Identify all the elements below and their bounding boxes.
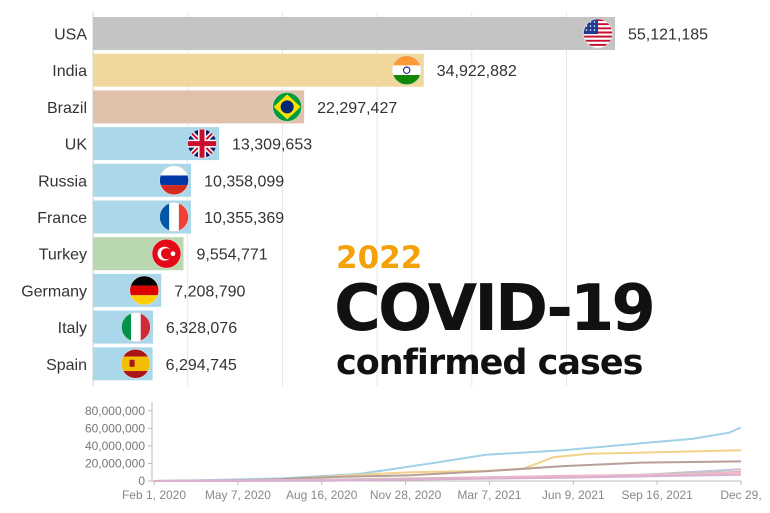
category-label: Germany	[21, 283, 87, 300]
bar-brazil	[93, 90, 305, 124]
uk-flag-icon	[187, 128, 217, 159]
value-label: 9,554,771	[196, 247, 267, 264]
value-label: 6,294,745	[166, 357, 237, 374]
y-tick-label: 60,000,000	[85, 421, 145, 435]
us-flag-icon	[583, 18, 613, 49]
category-label: Italy	[58, 320, 87, 337]
bar-india	[93, 53, 424, 87]
line-chart: 80,000,000 60,000,000 40,000,000 20,000,000…	[85, 402, 762, 502]
x-tick-label: Sep 16, 2021	[621, 488, 693, 502]
y-tick-label: 40,000,000	[85, 439, 145, 453]
y-tick-label: 0	[138, 474, 145, 488]
value-label: 7,208,790	[174, 283, 245, 300]
category-label: Turkey	[39, 247, 87, 264]
bar-usa	[93, 17, 615, 50]
category-label: Spain	[46, 357, 87, 374]
value-label: 34,922,882	[437, 63, 517, 80]
value-label: 6,328,076	[166, 320, 237, 337]
series-line-7	[153, 473, 742, 482]
category-label: UK	[65, 137, 88, 154]
value-label: 22,297,427	[317, 100, 397, 117]
x-tick-label: May 7, 2020	[205, 488, 271, 502]
category-label: Russia	[38, 173, 87, 190]
brazil-flag-icon	[272, 92, 302, 122]
x-tick-label: Dec 29,	[720, 488, 761, 502]
germany-flag-icon	[129, 275, 160, 306]
year-label: 2022	[336, 240, 423, 276]
x-tick-label: Mar 7, 2021	[457, 488, 521, 502]
india-flag-icon	[391, 55, 422, 85]
x-tick-label: Feb 1, 2020	[122, 488, 186, 502]
value-label: 10,358,099	[204, 173, 284, 190]
russia-flag-icon	[159, 165, 189, 196]
france-flag-icon	[159, 202, 189, 232]
value-label: 10,355,369	[204, 210, 284, 227]
turkey-flag-icon	[151, 238, 182, 269]
value-label: 13,309,653	[232, 137, 312, 154]
x-tick-label: Nov 28, 2020	[370, 488, 442, 502]
italy-flag-icon	[121, 312, 151, 342]
category-label: India	[52, 63, 87, 80]
spain-flag-icon	[120, 348, 151, 379]
y-tick-label: 80,000,000	[85, 404, 145, 418]
bar-chart: USA 55,121,185 India 34,922,882 Brazil 22,297…	[21, 12, 708, 386]
headline-subtitle: confirmed cases	[336, 343, 643, 383]
value-label: 55,121,185	[628, 27, 708, 44]
category-label: France	[37, 210, 87, 227]
x-tick-label: Jun 9, 2021	[542, 488, 605, 502]
category-label: USA	[54, 27, 87, 44]
y-tick-label: 20,000,000	[85, 456, 145, 470]
x-tick-label: Aug 16, 2020	[286, 488, 358, 502]
series-line-0	[153, 426, 742, 482]
category-label: Brazil	[47, 100, 87, 117]
headline-title: COVID-19	[334, 272, 656, 346]
